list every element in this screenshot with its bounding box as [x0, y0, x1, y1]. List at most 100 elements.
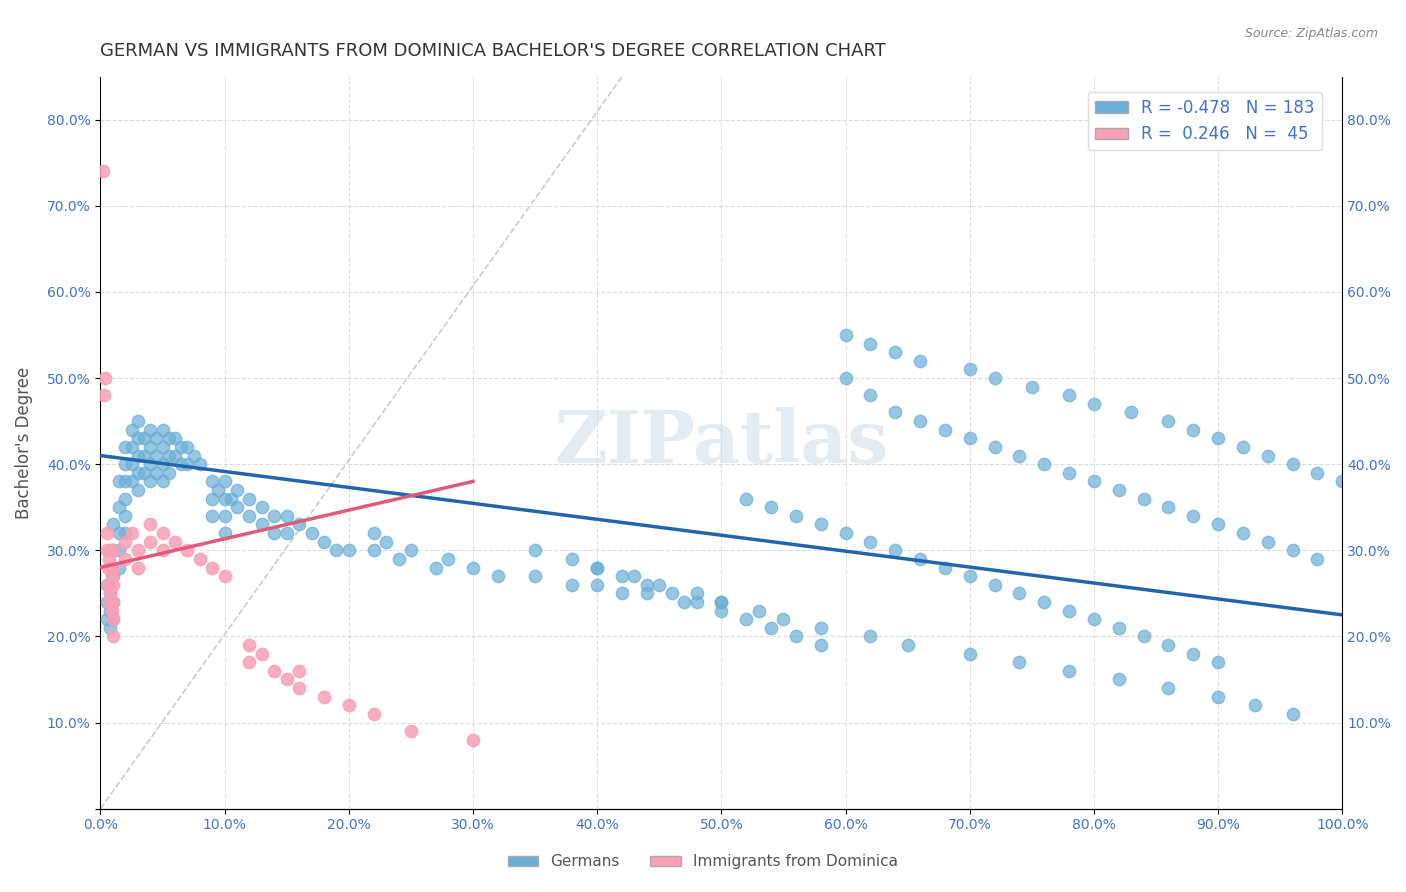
Point	[1206, 517, 1229, 532]
Point	[100, 586, 122, 600]
Point	[121, 440, 143, 454]
Point	[201, 491, 224, 506]
Point	[121, 526, 143, 541]
Point	[1157, 638, 1180, 652]
Point	[101, 560, 124, 574]
Point	[908, 552, 931, 566]
Point	[101, 612, 124, 626]
Point	[934, 423, 956, 437]
Point	[127, 449, 149, 463]
Point	[586, 578, 609, 592]
Point	[98, 552, 121, 566]
Point	[114, 457, 136, 471]
Point	[1257, 449, 1279, 463]
Point	[884, 405, 907, 419]
Point	[586, 560, 609, 574]
Point	[152, 543, 174, 558]
Point	[934, 560, 956, 574]
Point	[301, 526, 323, 541]
Point	[132, 466, 155, 480]
Point	[139, 475, 162, 489]
Point	[1121, 405, 1143, 419]
Point	[1033, 457, 1056, 471]
Point	[114, 475, 136, 489]
Point	[908, 414, 931, 428]
Point	[363, 706, 385, 721]
Point	[114, 534, 136, 549]
Point	[461, 560, 484, 574]
Point	[276, 508, 298, 523]
Point	[561, 552, 583, 566]
Point	[214, 475, 236, 489]
Point	[810, 621, 832, 635]
Point	[238, 655, 260, 669]
Point	[959, 431, 981, 445]
Point	[96, 578, 118, 592]
Point	[312, 534, 335, 549]
Point	[96, 612, 118, 626]
Point	[636, 586, 658, 600]
Point	[145, 466, 167, 480]
Point	[97, 578, 120, 592]
Point	[1057, 388, 1080, 402]
Point	[983, 371, 1005, 385]
Point	[163, 431, 186, 445]
Point	[276, 673, 298, 687]
Point	[201, 475, 224, 489]
Point	[100, 604, 122, 618]
Point	[710, 604, 733, 618]
Point	[108, 543, 131, 558]
Point	[673, 595, 696, 609]
Point	[288, 681, 311, 695]
Point	[114, 526, 136, 541]
Point	[648, 578, 671, 592]
Point	[101, 543, 124, 558]
Point	[1033, 595, 1056, 609]
Legend: Germans, Immigrants from Dominica: Germans, Immigrants from Dominica	[502, 848, 904, 875]
Point	[1232, 440, 1254, 454]
Point	[834, 526, 856, 541]
Point	[121, 457, 143, 471]
Point	[238, 638, 260, 652]
Point	[188, 552, 211, 566]
Point	[188, 457, 211, 471]
Point	[127, 560, 149, 574]
Point	[834, 371, 856, 385]
Point	[959, 362, 981, 376]
Point	[983, 440, 1005, 454]
Point	[748, 604, 770, 618]
Point	[337, 698, 360, 713]
Point	[399, 724, 422, 739]
Point	[1306, 466, 1329, 480]
Point	[1108, 483, 1130, 497]
Point	[387, 552, 409, 566]
Point	[152, 440, 174, 454]
Text: GERMAN VS IMMIGRANTS FROM DOMINICA BACHELOR'S DEGREE CORRELATION CHART: GERMAN VS IMMIGRANTS FROM DOMINICA BACHE…	[100, 42, 886, 60]
Point	[1132, 491, 1154, 506]
Point	[1232, 526, 1254, 541]
Point	[1206, 655, 1229, 669]
Point	[1008, 449, 1031, 463]
Point	[1083, 397, 1105, 411]
Point	[263, 526, 285, 541]
Point	[170, 457, 193, 471]
Point	[96, 526, 118, 541]
Text: ZIPatlas: ZIPatlas	[554, 407, 889, 478]
Point	[101, 595, 124, 609]
Point	[121, 423, 143, 437]
Point	[1083, 612, 1105, 626]
Point	[101, 517, 124, 532]
Point	[772, 612, 794, 626]
Point	[685, 595, 707, 609]
Point	[524, 569, 547, 583]
Point	[100, 543, 122, 558]
Point	[96, 543, 118, 558]
Point	[363, 543, 385, 558]
Point	[157, 431, 180, 445]
Text: Source: ZipAtlas.com: Source: ZipAtlas.com	[1244, 27, 1378, 40]
Point	[97, 560, 120, 574]
Point	[908, 354, 931, 368]
Point	[145, 431, 167, 445]
Point	[132, 431, 155, 445]
Point	[127, 466, 149, 480]
